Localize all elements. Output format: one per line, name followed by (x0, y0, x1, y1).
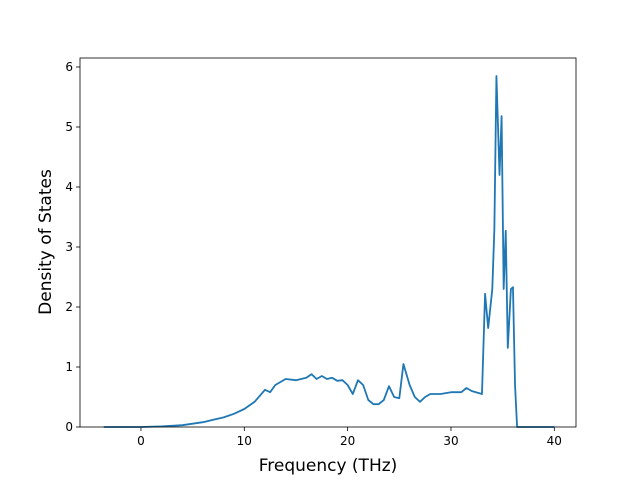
y-tick-label: 1 (65, 360, 73, 374)
y-tick-label: 6 (65, 60, 73, 74)
x-tick-label: 30 (443, 434, 458, 448)
x-tick-label: 10 (237, 434, 252, 448)
y-tick-label: 4 (65, 180, 73, 194)
y-tick-label: 2 (65, 300, 73, 314)
y-tick-label: 5 (65, 120, 73, 134)
x-axis-label: Frequency (THz) (259, 456, 398, 476)
y-tick-label: 0 (65, 420, 73, 434)
plot-frame (79, 57, 577, 428)
x-tick-label: 0 (137, 434, 145, 448)
y-axis-label: Density of States (36, 169, 56, 315)
x-tick-label: 20 (340, 434, 355, 448)
y-tick-label: 3 (65, 240, 73, 254)
x-tick-label: 40 (547, 434, 562, 448)
line (103, 75, 555, 428)
